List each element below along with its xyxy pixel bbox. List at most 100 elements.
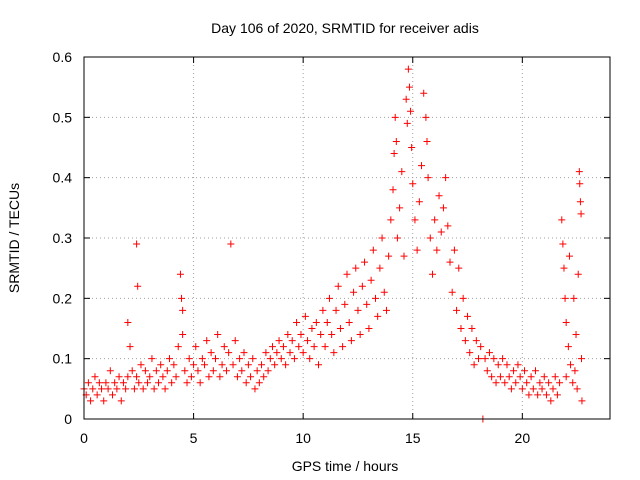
data-point xyxy=(323,318,331,326)
data-point xyxy=(470,361,478,369)
data-point xyxy=(203,337,211,345)
data-point xyxy=(572,331,580,339)
y-axis-label: SRMTID / TECUs xyxy=(6,183,22,293)
data-point xyxy=(466,349,474,357)
data-point xyxy=(155,379,163,387)
data-point xyxy=(176,270,184,278)
data-point xyxy=(161,385,169,393)
data-point xyxy=(183,379,191,387)
data-point xyxy=(108,391,116,399)
data-point xyxy=(507,385,515,393)
data-point xyxy=(418,162,426,170)
data-point xyxy=(574,270,582,278)
data-point xyxy=(369,246,377,254)
data-point xyxy=(385,252,393,260)
data-point xyxy=(431,216,439,224)
data-point xyxy=(304,337,312,345)
data-point xyxy=(231,337,239,345)
data-point xyxy=(569,379,577,387)
y-tick-label: 0.1 xyxy=(53,351,73,367)
data-point xyxy=(229,361,237,369)
data-point xyxy=(170,361,178,369)
data-point xyxy=(328,331,336,339)
data-point xyxy=(464,312,472,320)
data-point xyxy=(435,192,443,200)
data-point xyxy=(152,367,160,375)
data-point xyxy=(472,337,480,345)
data-point xyxy=(115,373,123,381)
data-point xyxy=(494,361,502,369)
data-point xyxy=(514,361,522,369)
data-point xyxy=(562,373,570,381)
data-point xyxy=(290,355,298,363)
data-point xyxy=(141,367,149,375)
data-point xyxy=(279,343,287,351)
data-point xyxy=(220,343,228,351)
data-point xyxy=(525,391,533,399)
data-point xyxy=(538,385,546,393)
data-point xyxy=(571,367,579,375)
data-point xyxy=(282,361,290,369)
data-point xyxy=(578,355,586,363)
data-point xyxy=(299,349,307,357)
data-points xyxy=(80,65,586,423)
data-point xyxy=(398,168,406,176)
data-point xyxy=(481,355,489,363)
data-point xyxy=(501,379,509,387)
data-point xyxy=(277,355,285,363)
data-point xyxy=(288,337,296,345)
data-point xyxy=(459,294,467,302)
data-point xyxy=(268,343,276,351)
data-point xyxy=(251,385,259,393)
data-point xyxy=(258,361,266,369)
data-point xyxy=(295,343,303,351)
data-point xyxy=(409,180,417,188)
data-point xyxy=(468,325,476,332)
data-point xyxy=(174,343,182,351)
data-point xyxy=(100,397,108,405)
data-point xyxy=(536,379,544,387)
data-point xyxy=(512,379,520,387)
data-point xyxy=(319,306,327,314)
data-point xyxy=(89,385,97,393)
data-point xyxy=(236,355,244,363)
data-point xyxy=(249,355,257,363)
x-axis-label: GPS time / hours xyxy=(292,458,399,474)
data-point xyxy=(286,349,294,357)
data-point xyxy=(321,343,329,351)
data-point xyxy=(214,331,222,339)
data-point xyxy=(505,373,513,381)
data-point xyxy=(392,137,400,145)
data-point xyxy=(408,144,416,151)
y-tick-label: 0.2 xyxy=(53,290,73,306)
data-point xyxy=(157,361,165,369)
data-point xyxy=(560,264,568,272)
data-point xyxy=(570,294,578,302)
data-point xyxy=(301,312,309,320)
data-point xyxy=(126,343,134,351)
data-point xyxy=(457,325,465,332)
data-point xyxy=(104,385,112,393)
data-point xyxy=(503,361,511,369)
y-tick-label: 0.6 xyxy=(53,49,73,65)
data-point xyxy=(531,367,539,375)
data-point xyxy=(378,234,386,242)
data-point xyxy=(521,367,529,375)
data-point xyxy=(297,331,305,339)
data-point xyxy=(426,234,434,242)
data-point xyxy=(325,294,333,302)
data-point xyxy=(91,373,99,381)
data-point xyxy=(404,65,412,73)
data-point xyxy=(179,331,187,339)
x-tick-label: 10 xyxy=(295,430,311,446)
data-point xyxy=(407,107,415,115)
data-point xyxy=(382,306,390,314)
data-point xyxy=(185,355,193,363)
data-point xyxy=(293,318,301,326)
data-point xyxy=(198,355,206,363)
data-point xyxy=(201,361,209,369)
data-point xyxy=(347,337,355,345)
data-point xyxy=(222,367,230,375)
data-point xyxy=(551,373,559,381)
